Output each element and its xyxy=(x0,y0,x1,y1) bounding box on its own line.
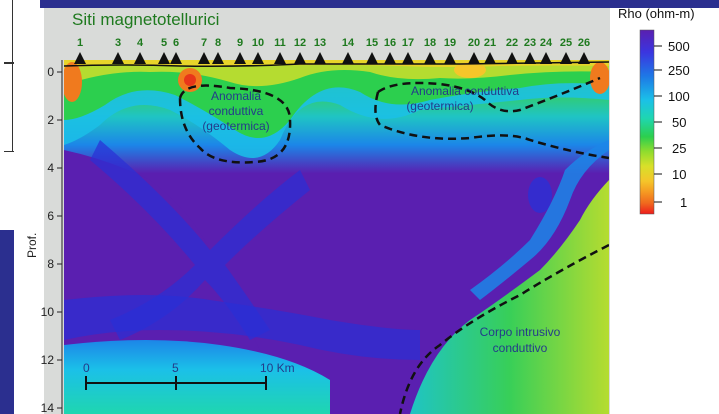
site-label: 23 xyxy=(524,37,536,49)
site-label: 6 xyxy=(173,37,179,49)
site-label: 15 xyxy=(366,37,378,49)
site-markers: 1 3 4 5 6 7 8 9 10 11 12 13 14 15 16 17 18 19 20 21 22 23 24 25… xyxy=(74,37,590,64)
site-label: 26 xyxy=(578,37,590,49)
site-label: 14 xyxy=(342,37,355,49)
site-marker-icon xyxy=(484,52,496,64)
legend-tick-label: 10 xyxy=(672,167,686,182)
scale-label: 0 xyxy=(83,361,90,375)
site-marker-icon xyxy=(540,52,552,64)
site-marker-icon xyxy=(234,52,246,64)
site-label: 10 xyxy=(252,37,264,49)
legend-tick-label: 1 xyxy=(680,195,687,210)
site-label: 24 xyxy=(540,37,553,49)
site-label: 9 xyxy=(237,37,243,49)
depth-tick-label: 4 xyxy=(47,161,54,175)
annotation-line: (geotermica) xyxy=(202,119,269,133)
intrusive-body-annotation: Corpo intrusivo conduttivo xyxy=(480,325,561,355)
site-marker-icon xyxy=(424,52,436,64)
depth-tick-label: 2 xyxy=(47,113,54,127)
depth-tick-label: 10 xyxy=(41,305,55,319)
site-marker-icon xyxy=(252,52,264,64)
legend-tick-label: 50 xyxy=(672,115,686,130)
y-axis-label: Prof. xyxy=(25,233,39,258)
legend-tick-label: 250 xyxy=(668,63,690,78)
site-marker-icon xyxy=(170,52,182,64)
site-marker-icon xyxy=(274,52,286,64)
site-marker-icon xyxy=(578,52,590,64)
site-marker-icon xyxy=(314,52,326,64)
site-marker-icon xyxy=(74,52,86,64)
site-label: 13 xyxy=(314,37,326,49)
site-marker-icon xyxy=(402,52,414,64)
site-marker-icon xyxy=(212,52,224,64)
site-marker-icon xyxy=(294,52,306,64)
site-label: 5 xyxy=(161,37,167,49)
site-label: 12 xyxy=(294,37,306,49)
site-marker-icon xyxy=(524,52,536,64)
site-marker-icon xyxy=(444,52,456,64)
slide-top-bar xyxy=(40,0,719,8)
site-marker-icon xyxy=(134,52,146,64)
site-label: 4 xyxy=(137,37,144,49)
anomaly-left-annotation: Anomalia conduttiva (geotermica) xyxy=(202,89,269,133)
depth-ticks xyxy=(57,71,62,409)
depth-tick-label: 0 xyxy=(47,65,54,79)
annotation-line: Anomalia conduttiva xyxy=(411,84,519,98)
legend-tick-label: 500 xyxy=(668,39,690,54)
slide-left-strip xyxy=(0,230,14,414)
depth-tick-label: 14 xyxy=(41,401,55,414)
scale-bar: 0 5 10 Km xyxy=(83,361,295,390)
annotation-line: (geotermica) xyxy=(406,99,473,113)
site-label: 8 xyxy=(215,37,221,49)
site-label: 16 xyxy=(384,37,396,49)
site-label: 17 xyxy=(402,37,414,49)
scale-label: 10 Km xyxy=(260,361,295,375)
site-label: 22 xyxy=(506,37,518,49)
depth-tick-label: 8 xyxy=(47,257,54,271)
depth-tick-label: 12 xyxy=(41,353,55,367)
annotation-line: conduttivo xyxy=(493,341,548,355)
site-label: 3 xyxy=(115,37,121,49)
site-marker-icon xyxy=(560,52,572,64)
scale-label: 5 xyxy=(172,361,179,375)
site-marker-icon xyxy=(342,52,354,64)
legend-tick-label: 25 xyxy=(672,141,686,156)
site-marker-icon xyxy=(198,52,210,64)
site-label: 25 xyxy=(560,37,572,49)
annotation-line: Anomalia xyxy=(211,89,261,103)
depth-tick-label: 6 xyxy=(47,209,54,223)
site-label: 7 xyxy=(201,37,207,49)
site-label: 19 xyxy=(444,37,456,49)
site-label: 20 xyxy=(468,37,480,49)
site-marker-icon xyxy=(112,52,124,64)
legend-colorbar xyxy=(639,29,655,215)
site-label: 21 xyxy=(484,37,496,49)
slide-left-bracket xyxy=(4,0,14,152)
site-label: 1 xyxy=(77,37,83,49)
legend-title: Rho (ohm-m) xyxy=(618,6,695,21)
site-marker-icon xyxy=(158,52,170,64)
figure-title: Siti magnetotellurici xyxy=(72,10,219,29)
site-marker-icon xyxy=(384,52,396,64)
annotation-line: conduttiva xyxy=(209,104,264,118)
site-label: 11 xyxy=(274,37,286,49)
site-marker-icon xyxy=(366,52,378,64)
legend-tick-label: 100 xyxy=(668,89,690,104)
anomaly-right-annotation: Anomalia conduttiva (geotermica) xyxy=(406,84,519,113)
site-label: 18 xyxy=(424,37,436,49)
section-body xyxy=(64,60,609,414)
resistivity-legend: Rho (ohm-m) 500 250 100 50 25 10 1 xyxy=(618,6,695,215)
site-marker-icon xyxy=(468,52,480,64)
site-marker-icon xyxy=(506,52,518,64)
annotation-line: Corpo intrusivo xyxy=(480,325,561,339)
